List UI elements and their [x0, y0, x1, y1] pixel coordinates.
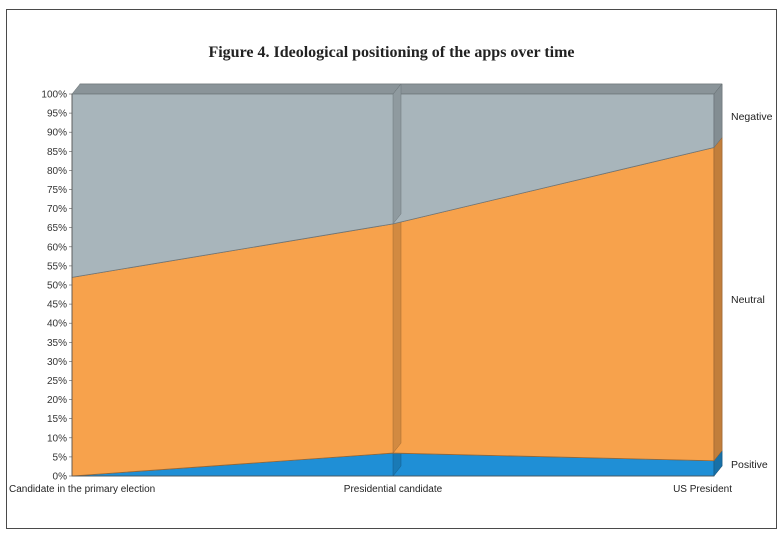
area-negative-ridge [392, 83, 723, 95]
x-axis: Candidate in the primary election Preside… [9, 475, 732, 495]
y-tick-label: 55% [47, 261, 67, 272]
y-tick-label: 80% [47, 166, 67, 177]
series-negative [71, 83, 723, 278]
y-tick-label: 25% [47, 376, 67, 387]
y-tick-label: 20% [47, 395, 67, 406]
y-tick-label: 60% [47, 242, 67, 253]
x-category-label: Presidential candidate [344, 484, 443, 495]
area-series [71, 83, 723, 477]
y-tick-label: 65% [47, 223, 67, 234]
y-tick-label: 100% [41, 90, 67, 101]
y-tick-label: 10% [47, 433, 67, 444]
y-tick-label: 90% [47, 128, 67, 139]
area-negative-side [713, 83, 723, 149]
y-tick-label: 35% [47, 338, 67, 349]
y-tick-label: 30% [47, 357, 67, 368]
y-tick-label: 95% [47, 109, 67, 120]
area-neutral-side [713, 136, 723, 462]
y-tick-label: 50% [47, 281, 67, 292]
y-tick-label: 75% [47, 185, 67, 196]
area-neutral-fold [392, 213, 402, 454]
y-tick-label: 5% [53, 452, 68, 463]
y-tick-label: 40% [47, 319, 67, 330]
area-negative-fold [392, 83, 402, 225]
legend-label-positive: Positive [731, 459, 768, 471]
y-tick-label: 45% [47, 300, 67, 311]
x-category-label: Candidate in the primary election [9, 484, 155, 495]
legend: Positive Neutral Negative [731, 111, 773, 471]
area-negative-ridge [71, 83, 402, 95]
y-tick-label: 85% [47, 147, 67, 158]
y-axis: 0% 5% 10% 15% 20% 25% 30% 35% 40% 45% 50% 55% 60% 65%… [41, 90, 73, 483]
chart-title: Figure 4. Ideological positioning of the… [208, 44, 575, 61]
y-tick-label: 15% [47, 414, 67, 425]
x-category-label: US President [673, 484, 732, 495]
legend-label-neutral: Neutral [731, 294, 765, 306]
legend-label-negative: Negative [731, 111, 773, 123]
y-tick-label: 70% [47, 204, 67, 215]
y-tick-label: 0% [53, 472, 68, 483]
